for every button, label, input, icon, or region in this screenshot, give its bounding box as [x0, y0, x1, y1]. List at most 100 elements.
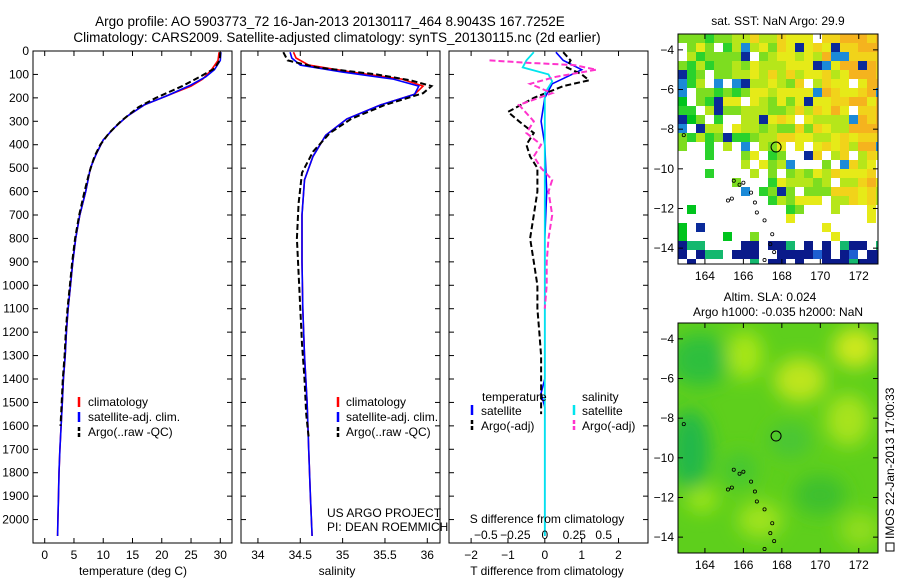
sst-cell [795, 70, 804, 79]
sst-cell [696, 115, 705, 124]
s-scale-label: 0 [541, 528, 548, 542]
y-tick-label: 400 [9, 138, 29, 152]
sst-cell [795, 196, 804, 205]
sst-cell [840, 178, 849, 187]
series-line-salinity-argo-adj- [489, 59, 597, 309]
sst-cell [723, 61, 732, 70]
sst-cell [867, 250, 876, 259]
sst-cell [813, 97, 822, 106]
sst-cell [813, 106, 822, 115]
y-tick-label: 2000 [2, 513, 29, 527]
sst-cell [849, 61, 858, 70]
temperature-legend: climatology satellite-adj. clim. Argo(..… [77, 395, 180, 439]
sst-cell [786, 196, 795, 205]
map-y-tick-label: −4 [660, 43, 674, 57]
sst-cell [678, 97, 687, 106]
sst-cell [768, 79, 777, 88]
map-x-tick-label: 172 [849, 269, 869, 283]
sst-cell [678, 133, 687, 142]
sst-cell [777, 160, 786, 169]
sst-cell [678, 124, 687, 133]
series-line-satellite-adj-clim- [289, 51, 420, 537]
series-line-satellite-adj-clim- [56, 52, 222, 537]
sst-cell [813, 61, 822, 70]
island-dot [770, 232, 775, 237]
sst-cell [795, 259, 804, 264]
y-tick-label: 1600 [2, 419, 29, 433]
series-line-climatology [292, 51, 425, 537]
sst-cell [750, 43, 759, 52]
sst-cell [732, 97, 741, 106]
sst-cell [795, 88, 804, 97]
sst-cell [687, 52, 696, 61]
sst-cell [705, 169, 714, 178]
sst-cell [822, 106, 831, 115]
salinity-x-axis: 34 34.5 35 35.5 36 [251, 51, 434, 562]
sst-cell [786, 52, 795, 61]
sst-cell [804, 61, 813, 70]
sst-cell [732, 88, 741, 97]
sst-cell [867, 97, 876, 106]
legend-header-salinity: salinity [582, 390, 619, 404]
island-dot [729, 196, 734, 201]
sst-cell [768, 70, 777, 79]
sst-map-frame [677, 33, 879, 265]
sst-cell [750, 133, 759, 142]
island-dot [770, 521, 775, 526]
sst-cell [858, 169, 867, 178]
map-x-tick-label: 168 [772, 558, 792, 572]
sst-cell [759, 160, 768, 169]
difference-legend: temperature salinity satellite Argo(-adj… [470, 390, 635, 433]
sst-cell [858, 115, 867, 124]
sst-cell [849, 250, 858, 259]
sst-cell [777, 250, 786, 259]
sla-map-axes: 164 166 168 170 172 −4 −6 −8 −10 −12 −14 [654, 323, 878, 572]
sst-cell [813, 151, 822, 160]
sst-cell [786, 178, 795, 187]
sst-cell [867, 52, 876, 61]
island-dot [762, 218, 767, 223]
sst-cell [795, 52, 804, 61]
sst-cell [813, 187, 822, 196]
sst-cell [876, 61, 878, 70]
sst-cell [867, 61, 876, 70]
difference-depth-ticks [449, 50, 648, 521]
sst-cell [678, 61, 687, 70]
sst-cell [687, 205, 696, 214]
sst-cell [723, 70, 732, 79]
sst-cell [759, 142, 768, 151]
sst-cell [768, 160, 777, 169]
sst-cell [678, 115, 687, 124]
legend-label-argo: Argo(..raw -QC) [346, 425, 431, 439]
sst-cell [750, 169, 759, 178]
sst-cell [714, 52, 723, 61]
sst-cell [687, 106, 696, 115]
sst-cell [732, 250, 741, 259]
sst-cell [804, 250, 813, 259]
sst-cell [741, 43, 750, 52]
island-dot [752, 200, 757, 205]
sst-cell [795, 169, 804, 178]
sst-cell [768, 97, 777, 106]
map-x-tick-label: 170 [810, 558, 830, 572]
imos-square-icon [885, 542, 895, 552]
sla-map-field [678, 328, 878, 548]
legend-header-temperature: temperature [482, 390, 547, 404]
map-y-tick-label: −10 [654, 162, 675, 176]
x-tick-label: 34.5 [289, 548, 313, 562]
sst-cell [831, 259, 840, 264]
sst-cell [714, 97, 723, 106]
sst-cell [804, 70, 813, 79]
sst-cell [696, 34, 705, 43]
sst-cell [705, 88, 714, 97]
sst-cell [687, 79, 696, 88]
map-x-tick-label: 166 [733, 269, 753, 283]
sst-cell [723, 97, 732, 106]
sst-cell [804, 133, 813, 142]
sst-cell [876, 259, 878, 264]
sst-cell [678, 241, 687, 250]
sst-cell [867, 142, 876, 151]
sst-cell [831, 34, 840, 43]
sst-cell [804, 115, 813, 124]
sst-cell [696, 250, 705, 259]
